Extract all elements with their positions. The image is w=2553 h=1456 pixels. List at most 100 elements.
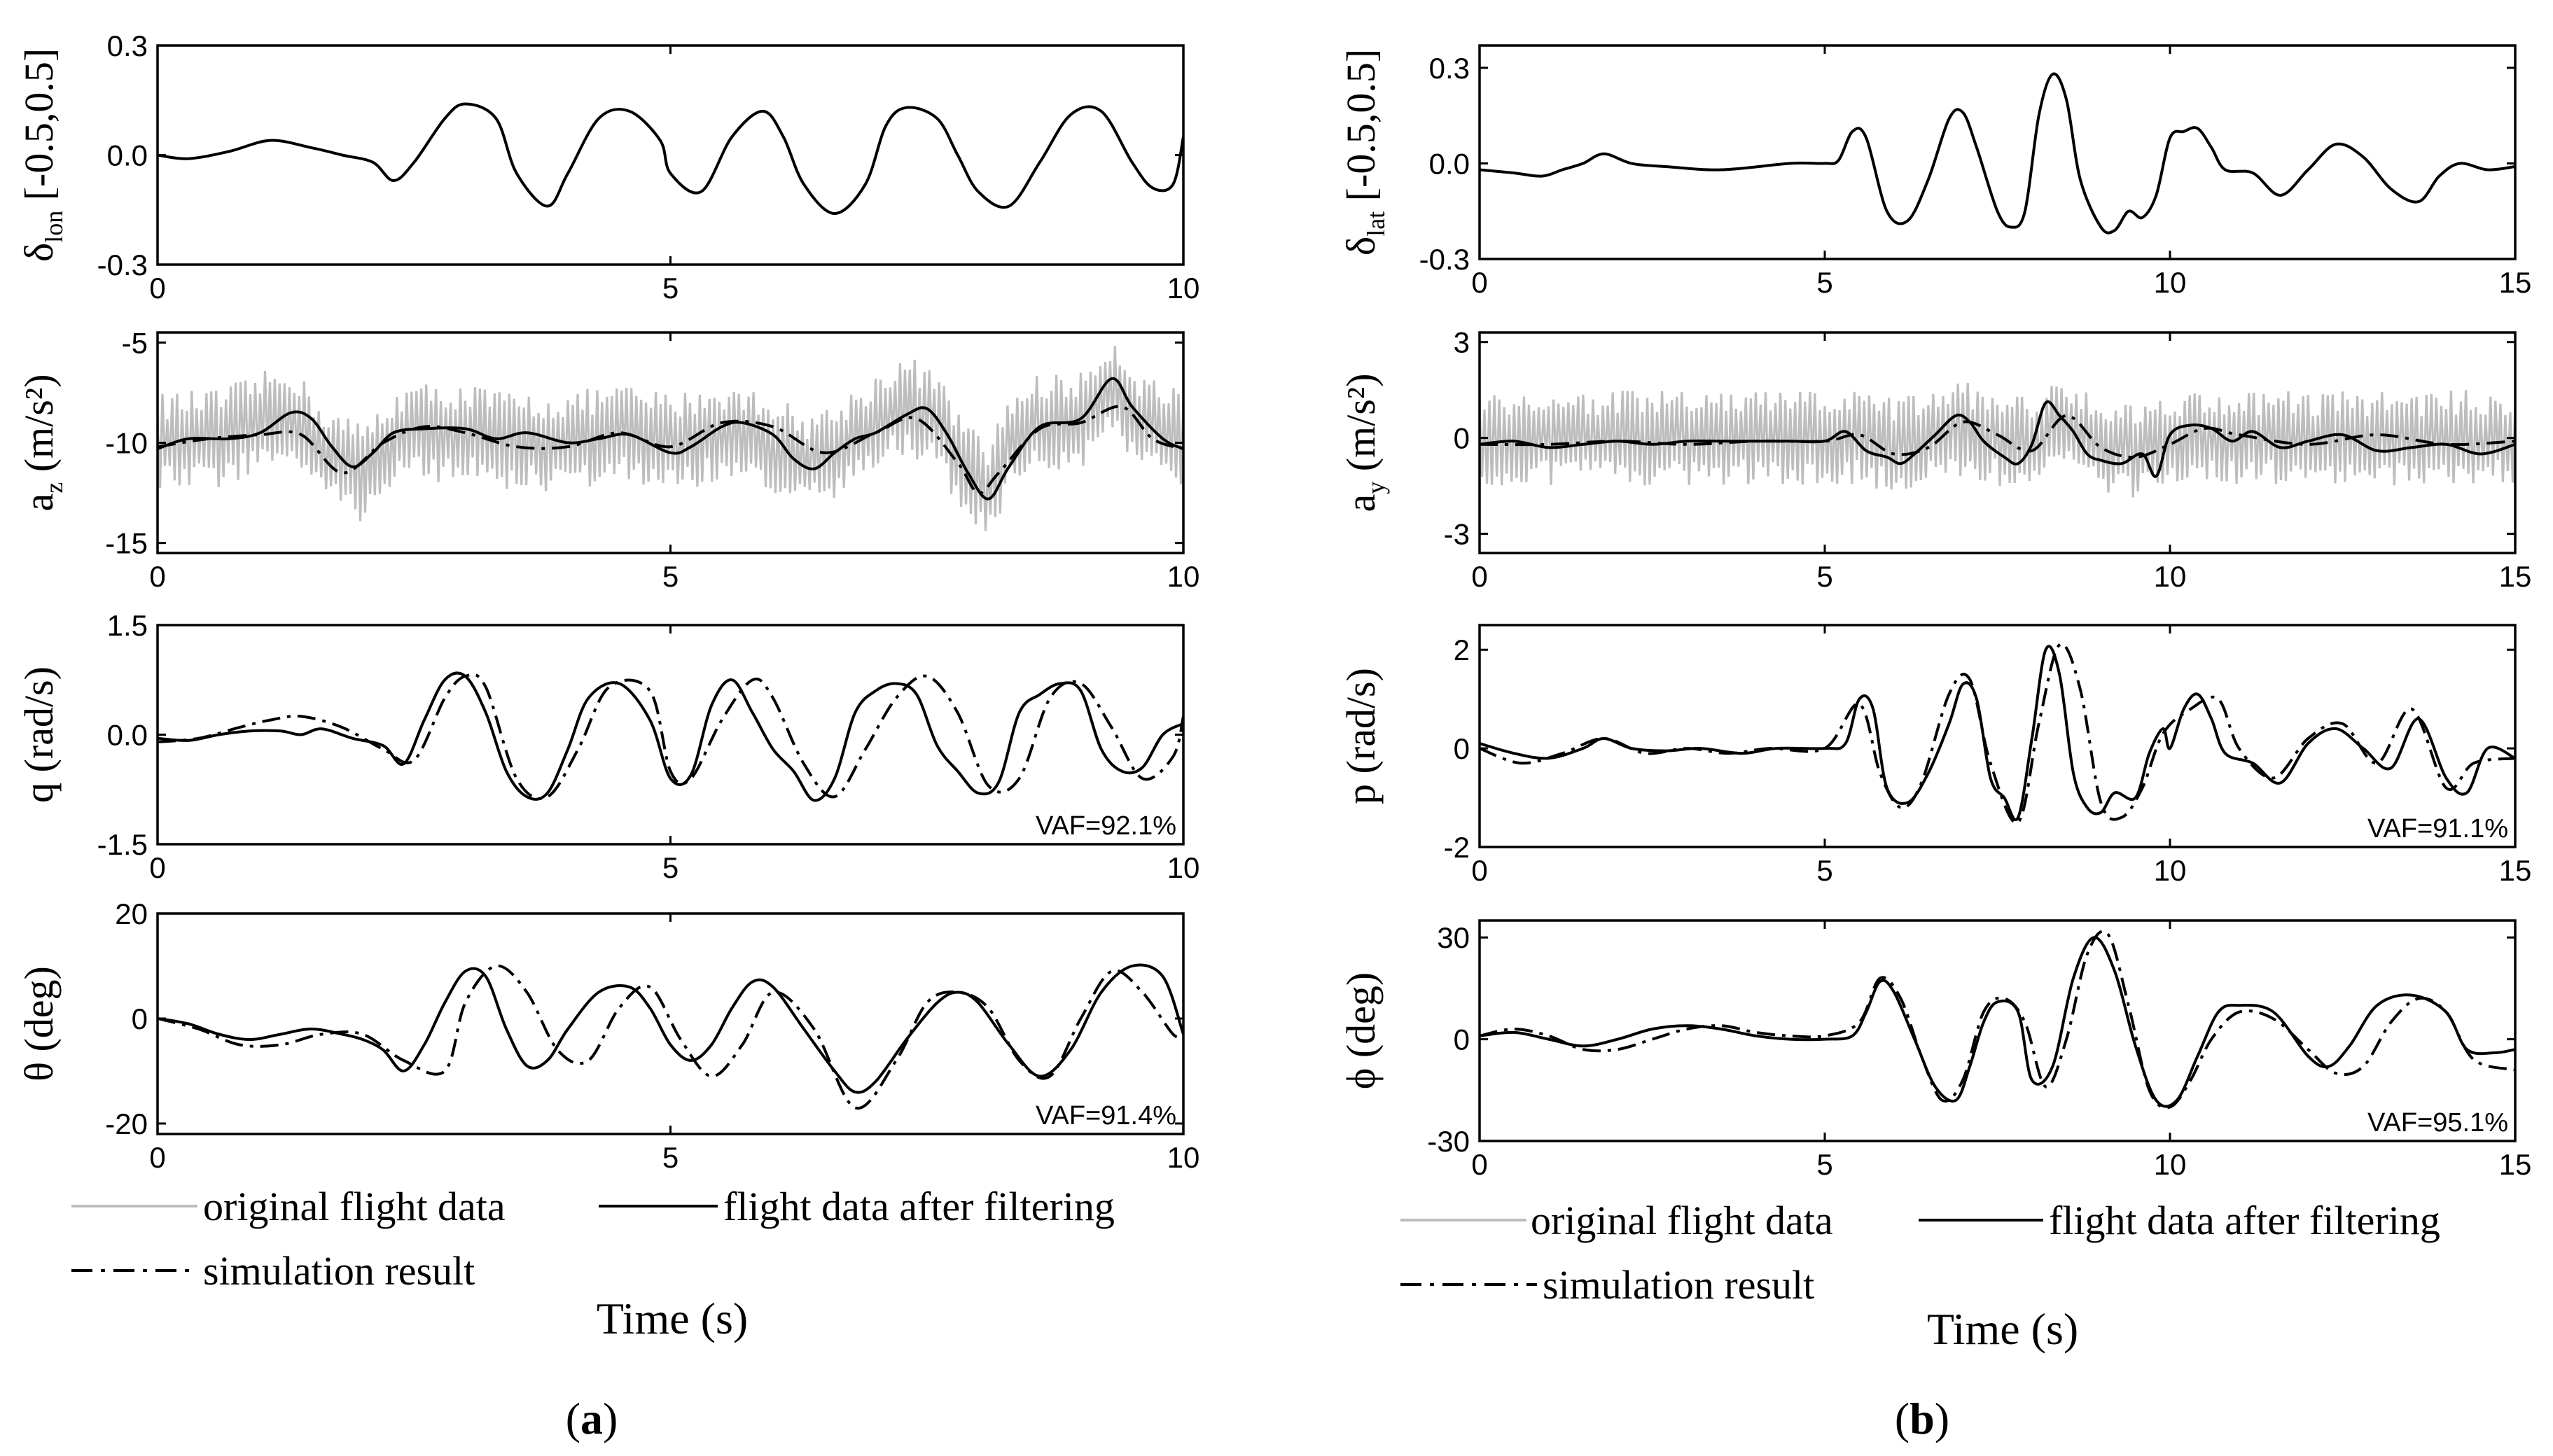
ytick-label: -5: [122, 326, 148, 359]
xtick-label: 5: [1816, 266, 1832, 299]
ytick-label: 20: [115, 897, 148, 930]
xtick-label: 15: [2499, 1148, 2532, 1181]
series-filtered-a-1: [158, 102, 1183, 215]
series-filtered-a-3: [158, 671, 1183, 802]
series-simulation-a-2: [158, 405, 1183, 495]
ytick-label: -0.3: [97, 248, 148, 281]
axes-frame-b-3: [1478, 624, 2517, 848]
axes-frame-a-3: [156, 624, 1185, 846]
vaf-annotation-b-3: VAF=91.1%: [2367, 814, 2508, 844]
series-filtered-b-4: [1480, 936, 2515, 1108]
legend-b-simulation-label: simulation result: [1543, 1262, 1814, 1308]
axes-frame-b-1: [1478, 44, 2517, 260]
ytick-label: 0.0: [107, 139, 148, 172]
xtick-label: 10: [1167, 1141, 1200, 1174]
caption-a: (a): [566, 1394, 618, 1443]
ytick-label: 0.0: [107, 719, 148, 752]
ytick-label: 0: [1454, 422, 1470, 455]
xtick-label: 0: [149, 560, 165, 593]
series-filtered-a-2: [158, 377, 1183, 500]
series-filtered-a-4: [158, 963, 1183, 1094]
ytick-label: -30: [1427, 1125, 1470, 1158]
series-simulation-b-2: [1480, 414, 2515, 459]
ytick-label: -15: [105, 527, 148, 560]
axes-frame-a-1: [156, 44, 1185, 266]
xtick-label: 0: [1471, 560, 1487, 593]
axes-frame-a-4: [156, 912, 1185, 1135]
xtick-label: 0: [1471, 266, 1487, 299]
xtick-label: 5: [662, 851, 679, 884]
ytick-label: -20: [105, 1107, 148, 1140]
xtick-label: 5: [1816, 854, 1832, 887]
legend-b-original-label: original flight data: [1531, 1198, 1833, 1243]
xtick-label: 0: [1471, 854, 1487, 887]
xtick-label: 5: [1816, 1148, 1832, 1181]
series-filtered-b-3: [1480, 645, 2515, 821]
ytick-label: -10: [105, 427, 148, 460]
legend-b: original flight data flight data after f…: [1400, 1198, 2440, 1308]
series-original-b-2: [1480, 382, 2515, 498]
panel-a-3: 0 5 10 1.5 0.0 -1.5 q (rad/s) VAF=92.1%: [16, 609, 1199, 884]
series-original-a-2: [158, 346, 1183, 531]
ytick-label: 0: [132, 1002, 148, 1035]
panel-a-2: 0 5 10 -5 -10 -15 az (m/s²): [16, 326, 1199, 593]
ytick-label: 3: [1454, 326, 1470, 359]
ylabel-a-1: δlon [-0.5,0.5]: [16, 48, 68, 262]
ytick-label: 1.5: [107, 609, 148, 642]
ytick-label: -3: [1444, 518, 1470, 551]
xlabel-b: Time (s): [1927, 1304, 2078, 1354]
vaf-annotation-a-3: VAF=92.1%: [1036, 811, 1176, 841]
xtick-label: 0: [1471, 1148, 1487, 1181]
xtick-label: 0: [149, 1141, 165, 1174]
ylabel-b-4: ϕ (deg): [1338, 972, 1384, 1089]
legend-a-original-label: original flight data: [203, 1184, 506, 1229]
xtick-label: 15: [2499, 266, 2532, 299]
xtick-label: 10: [2154, 1148, 2187, 1181]
xtick-label: 5: [1816, 560, 1832, 593]
ylabel-b-3: p (rad/s): [1338, 668, 1384, 804]
ytick-label: 0: [1454, 732, 1470, 765]
ytick-label: -1.5: [97, 828, 148, 861]
series-filtered-b-1: [1480, 72, 2515, 234]
ylabel-a-2: az (m/s²): [16, 374, 68, 511]
xtick-label: 10: [2154, 266, 2187, 299]
xtick-label: 0: [149, 272, 165, 304]
ylabel-a-4: θ (deg): [16, 966, 62, 1082]
series-simulation-b-4: [1480, 930, 2515, 1110]
ylabel-b-1: δlat [-0.5,0.5]: [1338, 49, 1390, 255]
legend-a: original flight data flight data after f…: [71, 1184, 1115, 1294]
ytick-label: 0.0: [1429, 147, 1470, 180]
xtick-label: 5: [662, 560, 679, 593]
xtick-label: 10: [1167, 851, 1200, 884]
legend-b-filtered-label: flight data after filtering: [2049, 1198, 2440, 1243]
ytick-label: 30: [1437, 921, 1470, 954]
panels: 0 5 10 0.3 0.0 -0.3 δlon [-0.5,0.5] 0 5 10 -5 -10 -1…: [16, 29, 2531, 1181]
vaf-annotation-b-4: VAF=95.1%: [2367, 1108, 2508, 1138]
axes-frame-b-2: [1478, 331, 2517, 554]
ytick-label: -2: [1444, 831, 1470, 864]
series-simulation-a-3: [158, 673, 1183, 800]
xtick-label: 15: [2499, 854, 2532, 887]
axes-frame-b-4: [1478, 919, 2517, 1142]
series-filtered-b-2: [1480, 400, 2515, 478]
xtick-label: 15: [2499, 560, 2532, 593]
ytick-label: 0: [1454, 1023, 1470, 1056]
series-simulation-b-3: [1480, 642, 2515, 825]
xtick-label: 10: [2154, 854, 2187, 887]
panel-b-1: 0 5 10 15 0.3 0.0 -0.3 δlat [-0.5,0.5]: [1338, 44, 2532, 299]
xtick-label: 5: [662, 1141, 679, 1174]
ytick-label: 0.3: [107, 29, 148, 62]
xtick-label: 10: [1167, 272, 1200, 304]
ytick-label: 0.3: [1429, 52, 1470, 85]
ylabel-a-3: q (rad/s): [16, 666, 62, 803]
vaf-annotation-a-4: VAF=91.4%: [1036, 1101, 1176, 1130]
xtick-label: 5: [662, 272, 679, 304]
xlabel-a: Time (s): [597, 1294, 748, 1343]
xtick-label: 10: [1167, 560, 1200, 593]
series-simulation-a-4: [158, 964, 1183, 1110]
xtick-label: 10: [2154, 560, 2187, 593]
